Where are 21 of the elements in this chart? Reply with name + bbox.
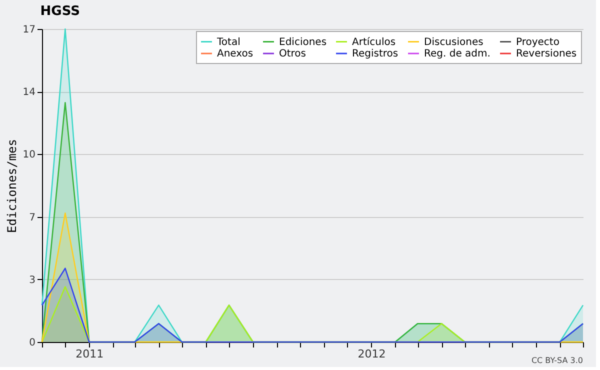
y-tick-label: 7: [29, 212, 36, 224]
legend-label: Otros: [279, 48, 306, 60]
y-tick-label: 10: [22, 150, 36, 161]
legend-label: Artículos: [352, 36, 396, 48]
legend-label: Ediciones: [279, 36, 327, 48]
x-tick-label: 2011: [76, 348, 104, 360]
legend-label: Reversiones: [516, 48, 577, 60]
y-axis-title: Ediciones/mes: [4, 139, 19, 233]
legend-label: Discusiones: [424, 36, 484, 48]
y-tick-label: 3: [29, 274, 36, 286]
legend-label: Total: [216, 36, 240, 48]
y-tick-label: 0: [29, 338, 36, 348]
legend-label: Reg. de adm.: [424, 48, 490, 60]
y-tick-label: 17: [22, 24, 36, 36]
chart-title: HGSS: [40, 4, 80, 19]
legend-label: Anexos: [217, 48, 254, 60]
y-tick-label: 14: [22, 87, 36, 98]
legend-label: Registros: [352, 48, 398, 60]
legend-label: Proyecto: [516, 36, 560, 48]
x-tick-label: 2012: [358, 348, 386, 360]
text: CC BY-SA 3.0: [531, 356, 583, 365]
